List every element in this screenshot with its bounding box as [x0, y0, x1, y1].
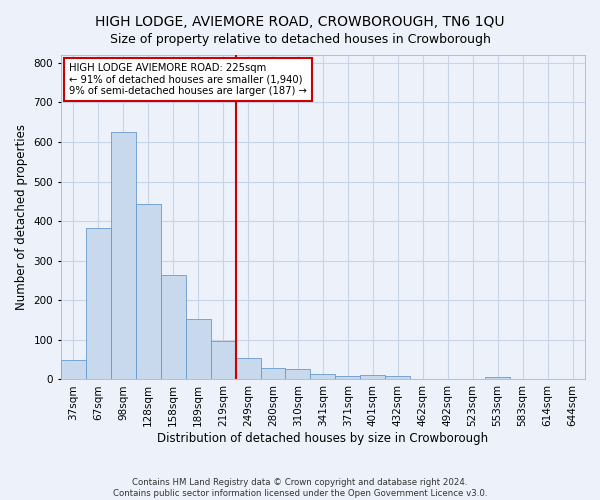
Bar	[236, 358, 260, 380]
Bar	[361, 374, 385, 380]
Bar	[161, 274, 185, 380]
Bar	[86, 228, 111, 380]
Text: Size of property relative to detached houses in Crowborough: Size of property relative to detached ho…	[110, 32, 490, 46]
Text: Contains HM Land Registry data © Crown copyright and database right 2024.
Contai: Contains HM Land Registry data © Crown c…	[113, 478, 487, 498]
Bar	[61, 360, 86, 380]
Bar	[385, 376, 410, 380]
Bar	[136, 204, 161, 380]
Text: HIGH LODGE, AVIEMORE ROAD, CROWBOROUGH, TN6 1QU: HIGH LODGE, AVIEMORE ROAD, CROWBOROUGH, …	[95, 15, 505, 29]
Bar	[310, 374, 335, 380]
Y-axis label: Number of detached properties: Number of detached properties	[15, 124, 28, 310]
Bar	[485, 378, 510, 380]
Bar	[185, 320, 211, 380]
Bar	[335, 376, 361, 380]
Bar	[260, 368, 286, 380]
Text: HIGH LODGE AVIEMORE ROAD: 225sqm
← 91% of detached houses are smaller (1,940)
9%: HIGH LODGE AVIEMORE ROAD: 225sqm ← 91% o…	[68, 63, 307, 96]
Bar	[286, 369, 310, 380]
Bar	[111, 132, 136, 380]
X-axis label: Distribution of detached houses by size in Crowborough: Distribution of detached houses by size …	[157, 432, 488, 445]
Bar	[211, 341, 236, 380]
